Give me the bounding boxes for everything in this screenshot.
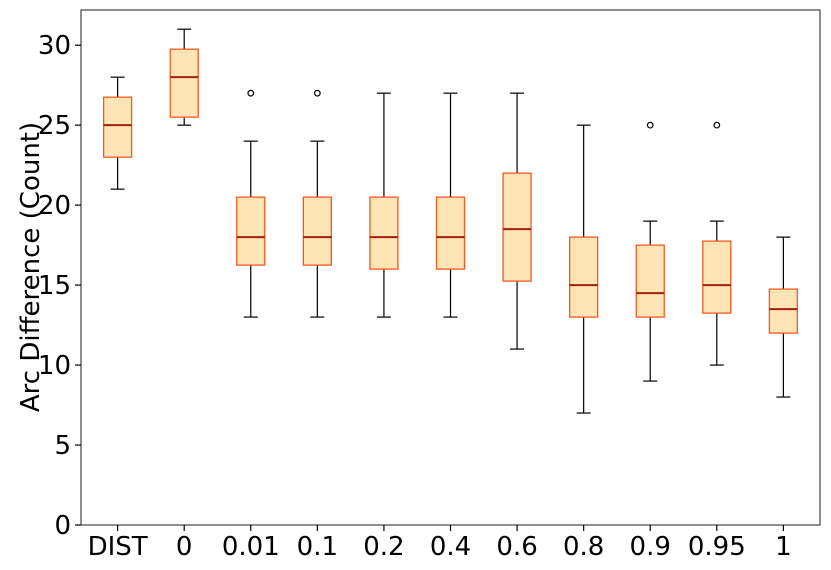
box-group-DIST xyxy=(102,76,133,190)
outlier-point xyxy=(646,121,654,129)
x-tick-label: 0 xyxy=(176,532,193,562)
outlier-point xyxy=(247,89,255,97)
box-iqr xyxy=(635,244,665,318)
box-group-0.2 xyxy=(369,92,399,318)
box-iqr xyxy=(702,240,732,314)
x-tick-label: 0.1 xyxy=(297,532,338,562)
outlier-point xyxy=(313,89,321,97)
y-tick-label: 20 xyxy=(38,191,71,221)
box-iqr xyxy=(169,48,199,118)
x-tick-label: 0.4 xyxy=(430,532,471,562)
y-tick-label: 10 xyxy=(38,351,71,381)
box-group-0.95 xyxy=(702,121,732,366)
box-iqr xyxy=(569,236,599,318)
x-tick-label: 0.8 xyxy=(563,532,604,562)
x-axis-ticks: DIST 0 0.01 0.1 0.2 0.4 0.6 0.8 0.9 0.95 1 xyxy=(88,525,792,562)
x-tick-label: 1 xyxy=(775,532,792,562)
outlier-point xyxy=(713,121,721,129)
y-axis-title: Arc Difference (Count) xyxy=(16,122,46,412)
box-group-0.6 xyxy=(502,92,532,350)
box-iqr xyxy=(236,196,266,266)
x-tick-label: 0.9 xyxy=(630,532,671,562)
boxes-layer xyxy=(102,28,799,414)
y-tick-label: 0 xyxy=(54,511,71,541)
y-tick-label: 25 xyxy=(38,111,71,141)
box-group-1 xyxy=(768,236,799,398)
box-iqr xyxy=(768,288,799,334)
box-group-0.01 xyxy=(236,89,266,318)
box-iqr xyxy=(302,196,332,266)
x-tick-label: DIST xyxy=(88,532,148,562)
box-group-0.9 xyxy=(635,121,665,382)
box-iqr xyxy=(369,196,399,270)
x-tick-label: 0.2 xyxy=(363,532,404,562)
y-tick-label: 5 xyxy=(54,431,71,461)
y-tick-label: 30 xyxy=(38,31,71,61)
box-iqr xyxy=(502,172,532,282)
box-iqr xyxy=(435,196,466,270)
box-iqr xyxy=(102,96,133,158)
x-tick-label: 0.95 xyxy=(688,532,746,562)
box-group-0.4 xyxy=(435,92,466,318)
x-tick-label: 0.01 xyxy=(222,532,280,562)
x-tick-label: 0.6 xyxy=(496,532,537,562)
box-group-0 xyxy=(169,28,199,126)
y-tick-label: 15 xyxy=(38,271,71,301)
y-axis-ticks: 0 5 10 15 20 25 30 xyxy=(38,31,81,541)
box-group-0.1 xyxy=(302,89,332,318)
box-group-0.8 xyxy=(569,124,599,414)
